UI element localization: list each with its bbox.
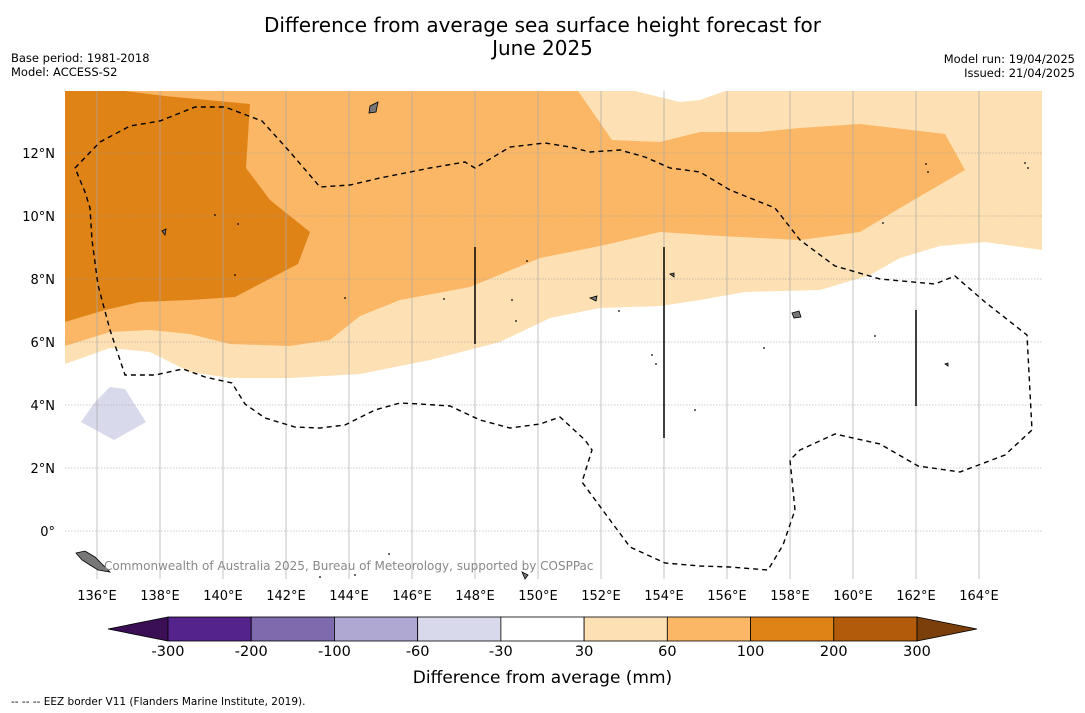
issued-date: Issued: 21/04/2025 xyxy=(964,66,1075,80)
colorbar-tick-label: -300 xyxy=(151,644,185,660)
meta-left: Base period: 1981-2018 Model: ACCESS-S2 xyxy=(11,51,150,79)
lon-label-152e: 152°E xyxy=(581,589,621,604)
colorbar-tick-label: -30 xyxy=(489,644,513,660)
colorbar-tick-label: -100 xyxy=(317,644,351,660)
lat-label-2n: 2°N xyxy=(31,462,56,477)
lon-label-138e: 138°E xyxy=(140,589,180,604)
colorbar-tick-label: 100 xyxy=(736,644,765,660)
lat-label-0: 0° xyxy=(40,525,55,540)
colorbar-tick-label: 30 xyxy=(574,644,594,660)
lat-label-4n: 4°N xyxy=(31,399,56,414)
colorbar xyxy=(107,616,978,642)
longitude-labels: 136°E 138°E 140°E 142°E 144°E 146°E 148°… xyxy=(77,589,999,604)
islands xyxy=(75,101,949,580)
lon-label-154e: 154°E xyxy=(644,589,684,604)
eez-footnote: -- -- -- EEZ border V11 (Flanders Marine… xyxy=(11,696,306,708)
lon-label-156e: 156°E xyxy=(707,589,747,604)
colorbar-tick-label: 300 xyxy=(903,644,931,660)
colorbar-extend-high xyxy=(916,616,978,642)
lat-label-10n: 10°N xyxy=(22,210,55,225)
colorbar-label: Difference from average (mm) xyxy=(412,668,673,688)
colorbar-bin xyxy=(167,616,252,642)
lat-label-12n: 12°N xyxy=(22,147,55,162)
lon-label-148e: 148°E xyxy=(455,589,495,604)
colorbar-bin xyxy=(583,616,668,642)
lon-label-136e: 136°E xyxy=(77,589,117,604)
colorbar-bin xyxy=(500,616,585,642)
lon-label-160e: 160°E xyxy=(833,589,873,604)
colorbar-extend-low xyxy=(107,616,169,642)
anomaly-contours xyxy=(65,91,1042,440)
colorbar-bin xyxy=(334,616,419,642)
lon-label-158e: 158°E xyxy=(770,589,810,604)
model-run: Model run: 19/04/2025 xyxy=(943,52,1075,66)
latitude-labels: 12°N 10°N 8°N 6°N 4°N 2°N 0° xyxy=(22,147,55,540)
colorbar-tick-label: 200 xyxy=(819,644,848,660)
colorbar-tick-label: -60 xyxy=(405,644,430,660)
contour-100-200 xyxy=(65,91,310,322)
lon-label-146e: 146°E xyxy=(392,589,432,604)
title-line-1: Difference from average sea surface heig… xyxy=(263,13,822,37)
copyright-text: Commonwealth of Australia 2025, Bureau o… xyxy=(104,559,594,573)
eez-border xyxy=(74,106,1033,571)
contour-60-100 xyxy=(65,91,965,346)
colorbar-tick-label: -200 xyxy=(234,644,268,660)
meta-right: Model run: 19/04/2025 Issued: 21/04/2025 xyxy=(944,52,1075,80)
title-line-2: June 2025 xyxy=(492,36,593,60)
colorbar-bin xyxy=(833,616,918,642)
contour-gap-top xyxy=(635,91,725,102)
colorbar-bin xyxy=(250,616,335,642)
colorbar-bin xyxy=(417,616,502,642)
colorbar-tick-label: 60 xyxy=(658,644,677,660)
lon-label-144e: 144°E xyxy=(329,589,369,604)
lon-label-140e: 140°E xyxy=(203,589,243,604)
lon-label-162e: 162°E xyxy=(896,589,936,604)
map-panel xyxy=(65,91,1042,580)
colorbar-bin xyxy=(666,616,751,642)
lon-label-150e: 150°E xyxy=(518,589,558,604)
base-period: Base period: 1981-2018 xyxy=(11,51,150,65)
lat-label-8n: 8°N xyxy=(31,273,56,288)
lon-label-142e: 142°E xyxy=(266,589,306,604)
model-name: Model: ACCESS-S2 xyxy=(11,65,118,79)
lat-label-6n: 6°N xyxy=(31,336,56,351)
lon-label-164e: 164°E xyxy=(959,589,999,604)
islets xyxy=(214,162,1029,578)
colorbar-bin xyxy=(750,616,835,642)
chart-title: Difference from average sea surface heig… xyxy=(0,14,1085,60)
transect-lines xyxy=(474,247,917,438)
